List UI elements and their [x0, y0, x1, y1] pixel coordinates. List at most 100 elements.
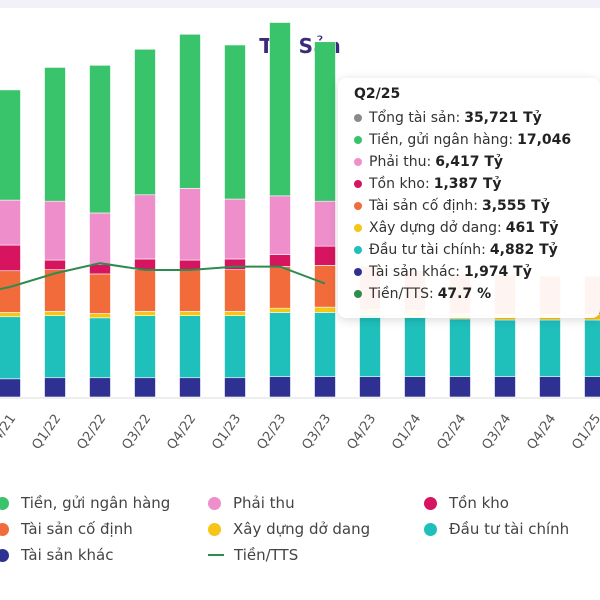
tooltip-value: 6,417 Tỷ [435, 154, 504, 170]
legend-item[interactable]: Tiền/TTS [208, 546, 298, 564]
legend-dot-icon [0, 496, 9, 510]
tooltip-value: 461 Tỷ [505, 220, 559, 236]
bar-segment [134, 315, 156, 379]
bar-segment [134, 311, 156, 316]
tooltip-value: 1,974 Tỷ [464, 264, 532, 280]
tooltip-row: Xây dựng dở dang: 461 Tỷ [354, 217, 600, 239]
bar-segment [89, 317, 111, 379]
bar-segment [44, 377, 66, 398]
legend-item[interactable]: Xây dựng dở dang [208, 520, 370, 538]
tooltip-label: Đầu tư tài chính: [369, 242, 486, 258]
bar-segment [134, 377, 156, 398]
tooltip-rows: Tổng tài sản: 35,721 Tỷ Tiền, gửi ngân hàn… [354, 107, 600, 305]
bar-segment [269, 266, 291, 309]
tooltip-row: Tổng tài sản: 35,721 Tỷ [354, 107, 600, 129]
legend-label: Tiền, gửi ngân hàng [21, 494, 171, 512]
bar-segment [314, 376, 336, 398]
bar-segment [494, 319, 516, 377]
bar-segment [314, 200, 336, 247]
bar-segment [179, 188, 201, 261]
bar-segment [179, 377, 201, 398]
legend-item[interactable]: Tồn kho [424, 494, 509, 512]
bar-segment [224, 377, 246, 398]
tooltip-value: 17,046 [517, 132, 572, 148]
legend-label: Tài sản khác [21, 546, 114, 564]
bar-segment [44, 315, 66, 379]
bar-segment [449, 376, 471, 398]
tooltip-value: 4,882 Tỷ [489, 242, 558, 258]
bar-segment [179, 269, 201, 312]
legend-dot-icon [0, 548, 9, 562]
bar-segment [269, 307, 291, 313]
tooltip-label: Tiền, gửi ngân hàng: [369, 132, 514, 148]
bar-segment [224, 269, 246, 312]
legend-dot-icon [208, 496, 221, 510]
bar-segment [539, 376, 561, 398]
tooltip-value: 3,555 Tỷ [482, 198, 550, 214]
x-tick-label: Q4/22 [164, 412, 199, 453]
bar-segment [269, 195, 291, 255]
bar-segment [44, 200, 66, 261]
tooltip-label: Tồn kho: [369, 176, 430, 192]
tien-tts-line [0, 262, 326, 291]
tooltip-label: Tài sản cố định: [369, 198, 478, 214]
tooltip-dot-icon [354, 290, 362, 298]
bar-segment [404, 316, 426, 377]
tooltip-dot-icon [354, 136, 362, 144]
bar-segment [224, 311, 246, 316]
legend-dot-icon [208, 522, 221, 536]
bar-segment [269, 312, 291, 377]
bar-segment [0, 316, 21, 380]
legend-item[interactable]: Phải thu [208, 494, 295, 512]
tooltip-dot-icon [354, 246, 362, 254]
legend-label: Tiền/TTS [234, 546, 299, 564]
tooltip-dot-icon [354, 268, 362, 276]
bar-segment [224, 315, 246, 379]
tooltip-dot-icon [354, 114, 362, 122]
x-tick-label: 4/21 [0, 412, 19, 445]
chart-legend: Tiền, gửi ngân hàng Phải thu Tồn kho Tài sả… [0, 490, 600, 600]
legend-item[interactable]: Tài sản cố định [0, 520, 133, 538]
bar-segment [269, 254, 291, 267]
bar-segment [314, 312, 336, 377]
bar-segment [269, 22, 291, 197]
tooltip-dot-icon [354, 224, 362, 232]
tooltip-label: Xây dựng dở dang: [369, 220, 502, 236]
bar-segment [494, 376, 516, 398]
bar-segment [224, 44, 246, 200]
x-tick-label: Q1/25 [569, 412, 600, 453]
bar-segment [0, 199, 21, 246]
legend-item[interactable]: Tiền, gửi ngân hàng [0, 494, 170, 512]
tooltip-value: 35,721 Tỷ [464, 110, 542, 126]
bar-segment [179, 259, 201, 270]
tooltip-label: Tổng tài sản: [369, 110, 461, 126]
legend-item[interactable]: Tài sản khác [0, 546, 113, 564]
bar-segment [449, 318, 471, 377]
top-strip [0, 0, 600, 8]
x-tick-label: Q2/24 [434, 412, 469, 453]
legend-dot-icon [424, 496, 437, 510]
tooltip-row: Tài sản cố định: 3,555 Tỷ [354, 195, 600, 217]
bar-segment [44, 259, 66, 270]
legend-line-icon [208, 554, 224, 556]
bar-segment [134, 269, 156, 312]
bar-segment [314, 265, 336, 308]
tooltip-row: Tiền/TTS: 47.7 % [354, 283, 600, 305]
bar-segment [314, 245, 336, 266]
bar-segment [89, 313, 111, 319]
x-tick-label: Q4/24 [524, 412, 559, 453]
legend-item[interactable]: Đầu tư tài chính [424, 520, 569, 538]
bar-segment [89, 65, 111, 214]
bar-segment [224, 198, 246, 260]
bar-segment [314, 306, 336, 313]
legend-label: Đầu tư tài chính [449, 520, 570, 538]
x-tick-label: Q3/24 [479, 412, 514, 453]
bar-segment [0, 89, 21, 201]
legend-label: Tài sản cố định [21, 520, 133, 538]
tooltip-dot-icon [354, 158, 362, 166]
x-tick-label: Q2/23 [254, 412, 289, 453]
tooltip-row: Đầu tư tài chính: 4,882 Tỷ [354, 239, 600, 261]
bar-segment [179, 311, 201, 316]
bar-segment [584, 319, 600, 377]
